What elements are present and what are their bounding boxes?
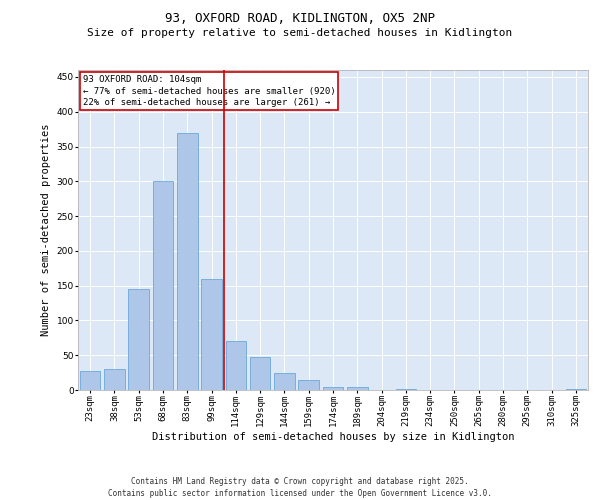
Bar bbox=[152, 182, 173, 390]
Bar bbox=[250, 356, 271, 390]
Bar bbox=[347, 386, 368, 390]
Bar bbox=[274, 374, 295, 390]
Bar bbox=[566, 388, 586, 390]
X-axis label: Distribution of semi-detached houses by size in Kidlington: Distribution of semi-detached houses by … bbox=[152, 432, 514, 442]
Text: 93, OXFORD ROAD, KIDLINGTON, OX5 2NP: 93, OXFORD ROAD, KIDLINGTON, OX5 2NP bbox=[165, 12, 435, 26]
Bar bbox=[177, 132, 197, 390]
Y-axis label: Number of semi-detached properties: Number of semi-detached properties bbox=[41, 124, 51, 336]
Bar bbox=[298, 380, 319, 390]
Bar bbox=[128, 289, 149, 390]
Bar bbox=[226, 342, 246, 390]
Text: Size of property relative to semi-detached houses in Kidlington: Size of property relative to semi-detach… bbox=[88, 28, 512, 38]
Bar bbox=[201, 278, 222, 390]
Text: Contains HM Land Registry data © Crown copyright and database right 2025.
Contai: Contains HM Land Registry data © Crown c… bbox=[108, 476, 492, 498]
Text: 93 OXFORD ROAD: 104sqm
← 77% of semi-detached houses are smaller (920)
22% of se: 93 OXFORD ROAD: 104sqm ← 77% of semi-det… bbox=[83, 75, 336, 108]
Bar bbox=[80, 370, 100, 390]
Bar bbox=[323, 386, 343, 390]
Bar bbox=[104, 369, 125, 390]
